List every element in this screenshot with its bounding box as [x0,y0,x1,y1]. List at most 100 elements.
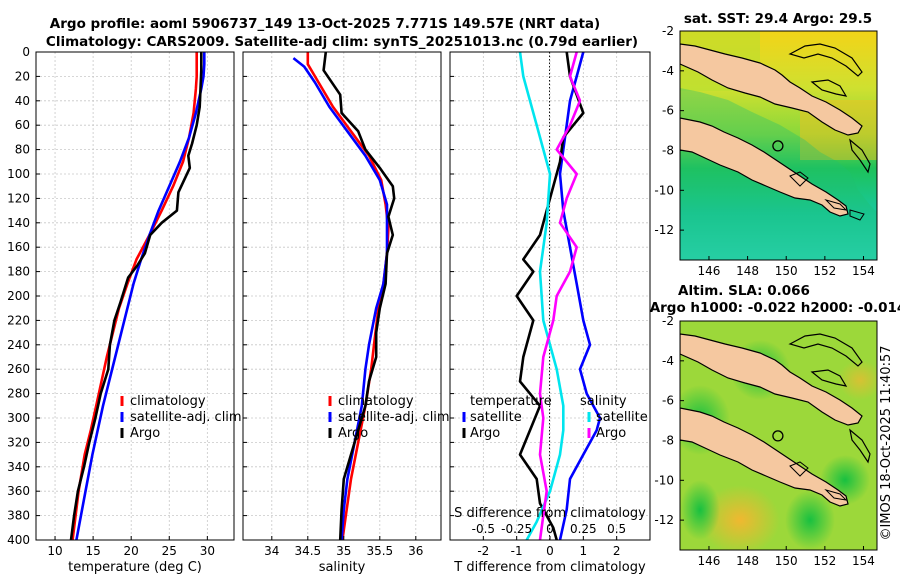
x-tick-label: 2 [613,544,621,558]
map-x-tick-label: 146 [698,264,721,278]
map-y-tick-label: -12 [654,223,674,237]
sla-map-subtitle: Argo h1000: -0.022 h2000: -0.014 [650,300,900,316]
salinity-axes-box [242,51,442,541]
depth-tick-label: 300 [7,411,30,425]
depth-tick-label: 360 [7,484,30,498]
top-tick-label: -0.5 [472,522,495,536]
sla-argo-marker [772,430,784,442]
figure-title-line2: Climatology: CARS2009. Satellite-adj cli… [46,34,638,50]
depth-tick-label: 60 [15,118,30,132]
sst-map-frame [679,30,878,261]
salinity-x-ticks: 34 34.5 35 35.5 36 [264,536,423,558]
legend-salinity-title: salinity [580,394,627,409]
sst-argo-marker [772,140,784,152]
legend-argo-label: Argo [338,426,368,441]
sla-map-x-ticks: 146 148 150 152 154 [698,546,875,568]
x-tick-label: -2 [477,544,489,558]
legend-t-satellite-label: satellite [470,410,522,425]
x-tick-label: 35.5 [366,544,393,558]
legend-satellite-label: satellite-adj. clim [338,410,450,425]
salinity-xlabel: salinity [319,560,366,575]
sla-blob [838,360,877,400]
map-y-tick-label: -8 [662,433,674,447]
depth-tick-label: 200 [7,289,30,303]
temperature-axes-box [35,51,235,541]
depth-tick-label: 220 [7,313,30,327]
series-line-climatology [71,52,198,540]
depth-tick-label: 80 [15,143,30,157]
x-tick-label: 10 [47,544,62,558]
sla-map-y-ticks: -2 -4 -6 -8 -10 -12 [654,314,684,527]
depth-tick-label: 400 [7,533,30,547]
map-y-tick-label: -6 [662,394,674,408]
map-y-tick-label: -6 [662,104,674,118]
map-y-tick-label: -8 [662,143,674,157]
map-y-tick-label: -10 [654,183,674,197]
depth-tick-label: 100 [7,167,30,181]
x-tick-label: 0 [546,544,554,558]
x-tick-label: 20 [124,544,139,558]
map-x-tick-label: 150 [775,554,798,568]
temperature-panel: 10 15 20 25 30 temperature (deg C) climatolo… [35,51,242,575]
map-y-tick-label: -4 [662,64,674,78]
x-tick-label: 34 [264,544,279,558]
sla-blob [700,485,780,550]
series-line-s-argo [538,52,582,540]
x-tick-label: 30 [200,544,215,558]
legend-s-argo-label: Argo [596,426,626,441]
temperature-gridlines [36,51,234,541]
legend-climatology-label: climatology [338,394,414,409]
legend-t-argo-label: Argo [470,426,500,441]
depth-tick-label: 260 [7,362,30,376]
map-x-tick-label: 154 [852,264,875,278]
salinity-gridlines [243,51,441,541]
top-tick-label: 0 [546,522,554,536]
difference-xlabel-top: S difference from climatology [454,506,646,521]
temperature-series [69,52,206,540]
legend-s-satellite-label: satellite [596,410,648,425]
legend-argo-label: Argo [130,426,160,441]
credit-text: ©IMOS 18-Oct-2025 11:40:57 [879,345,894,540]
difference-legend-salinity: salinity satellite Argo [580,394,648,441]
depth-tick-label: 20 [15,69,30,83]
depth-tick-label: 240 [7,338,30,352]
depth-tick-label: 120 [7,191,30,205]
sla-map-frame [679,320,878,551]
map-x-tick-label: 152 [813,554,836,568]
temperature-legend: climatology satellite-adj. clim Argo [120,394,242,441]
legend-climatology-label: climatology [130,394,206,409]
depth-tick-label: 320 [7,435,30,449]
sst-map-title: sat. SST: 29.4 Argo: 29.5 [684,11,872,27]
salinity-series [292,52,396,540]
sst-map-x-ticks: 146 148 150 152 154 [698,256,875,278]
difference-gridlines [450,51,650,541]
map-x-tick-label: 150 [775,264,798,278]
map-y-tick-label: -2 [662,314,674,328]
x-tick-label: 35 [336,544,351,558]
salinity-legend: climatology satellite-adj. clim Argo [328,394,450,441]
x-tick-label: -1 [511,544,523,558]
depth-tick-label: 180 [7,265,30,279]
map-x-tick-label: 146 [698,554,721,568]
legend-satellite-label: satellite-adj. clim [130,410,242,425]
map-x-tick-label: 154 [852,554,875,568]
temperature-xlabel: temperature (deg C) [68,560,202,575]
difference-xlabel: T difference from climatology [453,560,646,575]
top-tick-label: 0.5 [607,522,626,536]
depth-tick-label: 40 [15,94,30,108]
series-line-satellite-adj-clim [292,57,389,540]
series-line-argo [322,52,396,540]
difference-top-ticks: -0.5 -0.25 0 0.25 0.5 [472,522,627,536]
depth-tick-label: 160 [7,240,30,254]
map-y-tick-label: -10 [654,473,674,487]
temperature-x-ticks: 10 15 20 25 30 [47,536,215,558]
map-x-tick-label: 148 [736,264,759,278]
difference-x-ticks: -2 -1 0 1 2 [477,536,620,558]
difference-series [515,52,602,540]
figure-title-line1: Argo profile: aoml 5906737_149 13-Oct-20… [50,16,600,32]
x-tick-label: 34.5 [294,544,321,558]
sla-coastline [680,333,871,507]
x-tick-label: 15 [85,544,100,558]
map-x-tick-label: 152 [813,264,836,278]
sla-blob [680,480,720,540]
